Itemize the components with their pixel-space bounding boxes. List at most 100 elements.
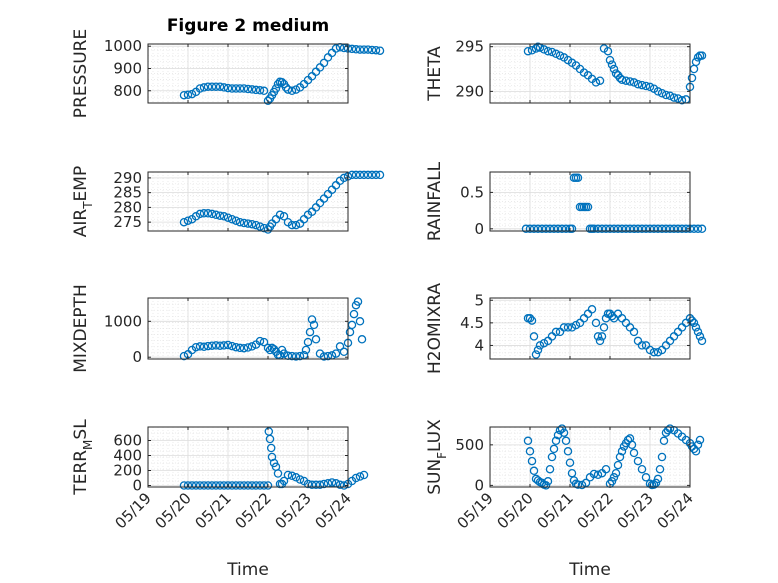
data-point: [283, 85, 293, 94]
subplot-grid: 800 900 1000 PRESSURE Figure 2 medium 290 295 T…: [71, 16, 707, 580]
data-point: [597, 332, 607, 341]
data-point: [661, 90, 671, 100]
axes-box: [489, 297, 691, 360]
data-point: [247, 342, 257, 351]
data-point: [319, 352, 329, 361]
data-point: [357, 335, 367, 344]
data-point: [601, 464, 611, 474]
data-point: [597, 224, 607, 234]
data-point: [693, 440, 703, 450]
data-point: [355, 45, 365, 54]
data-point: [573, 173, 583, 183]
data-point: [191, 342, 201, 352]
data-point: [331, 349, 341, 358]
data-point: [279, 476, 289, 486]
data-point: [559, 323, 569, 332]
data-point: [311, 480, 321, 490]
data-point: [279, 212, 289, 221]
figure-title: Figure 2 medium: [167, 16, 329, 36]
subplot-8: 0500SUNFLUX05/1905/2005/2105/2205/2305/2…: [425, 419, 705, 580]
data-point: [243, 219, 253, 228]
data-point: [219, 212, 229, 221]
data-point: [523, 436, 533, 446]
y-axis-label-main: TERR: [71, 450, 91, 496]
data-point: [595, 76, 605, 85]
data-point: [203, 481, 213, 490]
data-point: [563, 323, 573, 332]
data-point: [219, 341, 229, 350]
y-axis-label-main: AIR: [71, 209, 91, 238]
y-tick-label: 400: [113, 447, 142, 465]
data-point: [203, 209, 213, 218]
data-point: [629, 224, 639, 234]
data-point: [593, 332, 603, 341]
data-point: [691, 323, 701, 332]
data-point: [269, 345, 279, 354]
data-point: [183, 90, 193, 100]
data-point: [591, 318, 601, 328]
data-point: [533, 224, 543, 234]
data-point: [323, 351, 333, 361]
x-tick-label: 05/23: [614, 489, 657, 532]
y-tick-label: 0: [132, 348, 142, 366]
data-point: [307, 315, 317, 324]
data-point: [273, 469, 283, 478]
y-axis-label-sub: T: [81, 201, 95, 210]
data-point: [525, 447, 535, 456]
data-point: [551, 49, 561, 59]
data-point: [199, 481, 209, 490]
y-tick-label: 0: [474, 220, 484, 238]
data-point: [613, 460, 623, 470]
y-axis-label-main: PRESSURE: [71, 29, 91, 118]
y-axis-label-sub: F: [435, 452, 449, 459]
data-point: [589, 469, 599, 479]
data-point: [625, 224, 635, 234]
y-tick-label: 900: [113, 59, 142, 77]
data-point: [255, 86, 265, 95]
data-point: [561, 436, 571, 446]
data-point: [195, 481, 205, 490]
data-point: [551, 436, 561, 446]
data-point: [239, 481, 249, 490]
data-point: [577, 480, 587, 490]
data-point: [303, 337, 313, 347]
data-point: [637, 341, 647, 350]
data-point: [657, 224, 667, 234]
y-tick-label: 0.5: [460, 183, 484, 201]
data-point: [371, 45, 381, 55]
data-point: [235, 217, 245, 227]
data-point: [689, 64, 699, 74]
data-point: [617, 224, 627, 234]
data-point: [271, 84, 281, 93]
axes-box: [489, 43, 691, 104]
subplot-4: 0 0.5 RAINFALL: [425, 161, 707, 241]
data-point: [529, 466, 539, 476]
data-point: [559, 428, 569, 437]
data-point: [587, 305, 597, 314]
data-point: [565, 458, 575, 467]
data-point: [611, 468, 621, 478]
data-point: [633, 224, 643, 234]
data-point: [247, 481, 257, 490]
data-point: [669, 93, 679, 102]
data-point: [375, 46, 385, 55]
y-axis-label: H2OMIXRA: [425, 283, 445, 374]
data-point: [359, 45, 369, 54]
data-point: [335, 480, 345, 490]
data-point: [277, 78, 287, 87]
data-point: [531, 350, 541, 359]
data-point: [203, 82, 213, 91]
data-point: [231, 342, 241, 352]
data-point: [263, 343, 273, 353]
data-point: [537, 224, 547, 234]
data-point: [661, 224, 671, 234]
data-point: [247, 85, 257, 94]
y-axis-label: TERRMSL: [71, 419, 95, 496]
data-series: [523, 424, 705, 490]
data-point: [583, 202, 593, 212]
data-point: [211, 341, 221, 350]
subplot-1: 800 900 1000 PRESSURE Figure 2 medium: [71, 16, 385, 118]
data-point: [669, 224, 679, 234]
data-point: [243, 481, 253, 490]
